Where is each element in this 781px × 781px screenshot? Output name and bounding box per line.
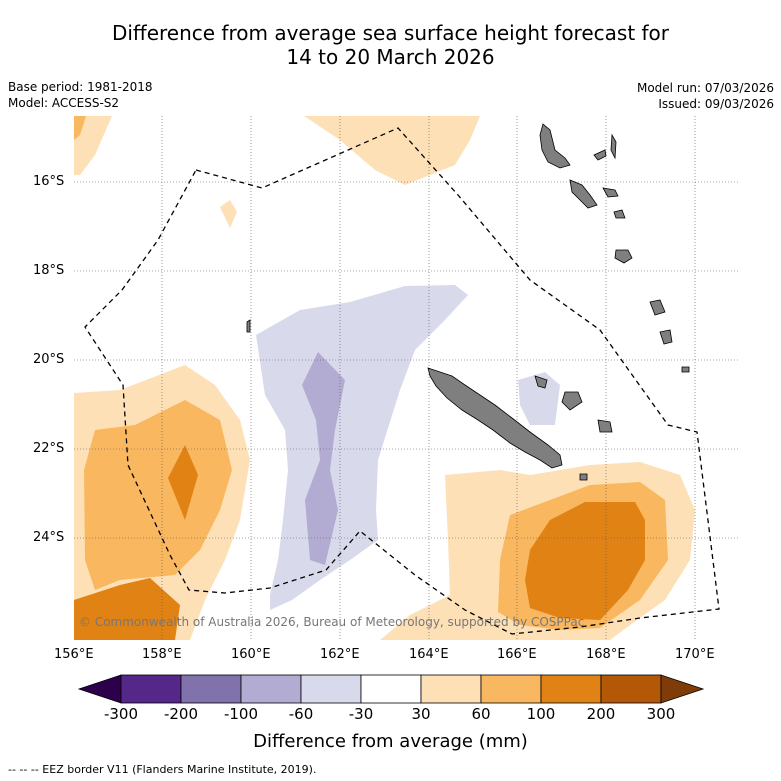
colorbar-label: -200 [163, 705, 199, 723]
colorbar-label: -60 [288, 705, 314, 723]
small-islet-east [681, 366, 690, 373]
lon-tick-156e: 156°E [54, 647, 94, 662]
map-area [74, 116, 695, 640]
positive-anomaly-southwest-100 [74, 578, 180, 640]
colorbar-label: 60 [471, 705, 491, 723]
colorbar-swatch [540, 674, 602, 704]
issued-date: Issued: 09/03/2026 [658, 97, 774, 111]
lon-tick-162e: 162°E [320, 647, 360, 662]
colorbar-title: Difference from average (mm) [253, 731, 528, 752]
colorbar-extend-min [77, 674, 122, 704]
colorbar-swatch [300, 674, 362, 704]
colorbar-swatch [420, 674, 482, 704]
vanuatu-island-2 [593, 149, 607, 161]
eez-legend: -- -- -- EEZ border V11 (Flanders Marine… [8, 763, 317, 776]
lat-tick-16s: 16°S [33, 174, 65, 189]
chart-title-line2: 14 to 20 March 2026 [286, 45, 495, 69]
colorbar-extend-max [660, 674, 705, 704]
lat-tick-24s: 24°S [33, 530, 65, 545]
vanuatu-malakula [569, 179, 598, 209]
vanuatu-island-3 [610, 133, 617, 160]
new-caledonia-island [427, 367, 563, 469]
vanuatu-island-5 [602, 187, 619, 198]
matthew-island [649, 299, 666, 316]
negative-anomaly-core [302, 352, 345, 565]
lon-tick-168e: 168°E [586, 647, 626, 662]
colorbar-swatch [120, 674, 182, 704]
colorbar-label: 30 [411, 705, 431, 723]
colorbar-label: 200 [586, 705, 616, 723]
copyright-notice: © Commonwealth of Australia 2026, Bureau… [79, 615, 585, 629]
vanuatu-efate [613, 209, 626, 219]
vanuatu-espiritu-santo [539, 123, 571, 169]
colorbar-swatch [360, 674, 422, 704]
positive-anomaly-southeast-100 [525, 502, 645, 620]
vanuatu-erromango [614, 249, 633, 264]
loyalty-mare [597, 419, 613, 433]
loyalty-ouvea [534, 375, 548, 389]
lon-tick-160e: 160°E [231, 647, 271, 662]
colorbar-label: -30 [348, 705, 374, 723]
negative-anomaly-east [518, 372, 560, 425]
model-run: Model run: 07/03/2026 [636, 81, 774, 95]
base-period: Base period: 1981-2018 [8, 80, 153, 94]
colorbar-swatch [180, 674, 242, 704]
loyalty-lifou [561, 391, 583, 411]
lat-tick-18s: 18°S [33, 263, 65, 278]
landmasses [246, 123, 690, 481]
lon-tick-166e: 166°E [497, 647, 537, 662]
colorbar-label: 300 [646, 705, 676, 723]
chesterfield-islet [246, 319, 251, 333]
lon-tick-170e: 170°E [675, 647, 715, 662]
positive-anomaly-west-60 [84, 400, 232, 590]
lon-tick-158e: 158°E [142, 647, 182, 662]
colorbar-label: -300 [103, 705, 139, 723]
positive-anomaly-west-100 [168, 445, 198, 520]
colorbar-swatch [480, 674, 542, 704]
lat-tick-20s: 20°S [33, 352, 65, 367]
hunter-island [659, 329, 673, 345]
gridlines [74, 116, 739, 640]
colorbar-swatch [240, 674, 302, 704]
eez-border [84, 127, 720, 635]
colorbar-label: -100 [223, 705, 259, 723]
isle-of-pines [579, 473, 588, 481]
positive-anomaly-northwest-60 [74, 116, 86, 140]
chart-title-line1: Difference from average sea surface heig… [111, 21, 670, 45]
positive-anomaly-northwest [74, 116, 112, 175]
positive-anomaly-north [304, 116, 480, 185]
positive-anomaly-small [220, 200, 237, 228]
model-name: Model: ACCESS-S2 [8, 96, 120, 110]
colorbar-swatch [600, 674, 662, 704]
lat-tick-22s: 22°S [33, 441, 65, 456]
colorbar-label: 100 [526, 705, 556, 723]
lon-tick-164e: 164°E [409, 647, 449, 662]
